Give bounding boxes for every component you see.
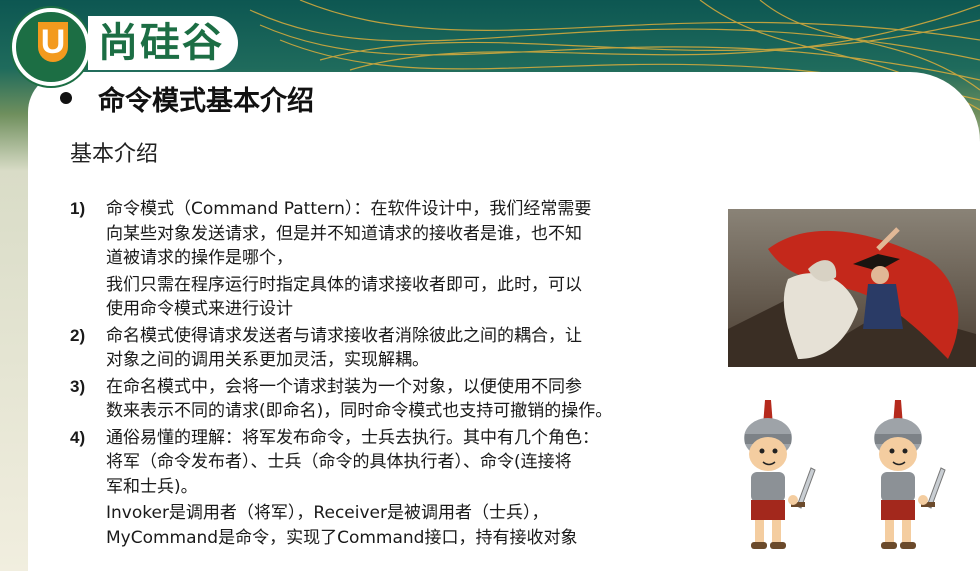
slide-title: 命令模式基本介绍 (98, 85, 314, 117)
item-line: MyCommand是命令，实现了Command接口，持有接收对象 (106, 527, 578, 548)
item-line: 我们只需在程序运行时指定具体的请求接收者即可，此时，可以 (106, 274, 582, 295)
item-number: 3) (70, 376, 86, 396)
brand-name: 尚硅谷 (88, 16, 238, 70)
item-line: 向某些对象发送请求，但是并不知道请求的接收者是谁，也不知 (106, 223, 582, 244)
item-line: 使用命令模式来进行设计 (106, 299, 293, 319)
item-line: 对象之间的调用关系更加灵活，实现解耦。 (106, 350, 429, 370)
item-line: 在命名模式中，会将一个请求封装为一个对象，以便使用不同参 (106, 376, 582, 397)
item-line: 命令模式（Command Pattern）：在软件设计中，我们经常需要 (106, 199, 592, 219)
section-subtitle: 基本介绍 (70, 142, 159, 167)
title-row: 命令模式基本介绍 (60, 78, 314, 118)
roman-soldier-image-right (874, 400, 946, 549)
list-item: 3) 在命名模式中，会将一个请求封装为一个对象，以便使用不同参 数来表示不同的请… (70, 375, 730, 424)
item-number: 1) (70, 199, 86, 218)
list-item: 4) 通俗易懂的理解：将军发布命令，士兵去执行。其中有几个角色： 将军（命令发布… (70, 426, 730, 551)
logo-badge: U (12, 8, 90, 86)
bullet-dot (60, 92, 72, 104)
napoleon-painting-image (728, 209, 976, 367)
item-line: 通俗易懂的理解：将军发布命令，士兵去执行。其中有几个角色： (106, 427, 599, 448)
item-line: 数来表示不同的请求(即命名)，同时命令模式也支持可撤销的操作。 (106, 401, 613, 421)
logo-letter: U (38, 22, 68, 62)
item-number: 2) (70, 325, 86, 345)
item-line: Invoker是调用者（将军），Receiver是被调用者（士兵）， (106, 503, 549, 523)
list-item: 2) 命名模式使得请求发送者与请求接收者消除彼此之间的耦合，让 对象之间的调用关… (70, 324, 730, 373)
item-number: 4) (70, 427, 86, 447)
item-line: 军和士兵)。 (106, 476, 198, 497)
brand-logo: U 尚硅谷 (4, 4, 262, 86)
intro-list: 1) 命令模式（Command Pattern）：在软件设计中，我们经常需要 向… (70, 197, 730, 552)
list-item: 1) 命令模式（Command Pattern）：在软件设计中，我们经常需要 向… (70, 197, 730, 322)
item-line: 道被请求的操作是哪个， (106, 248, 293, 268)
item-line: 命名模式使得请求发送者与请求接收者消除彼此之间的耦合，让 (106, 325, 582, 346)
roman-soldier-image-left (744, 400, 816, 549)
item-line: 将军（命令发布者）、士兵（命令的具体执行者）、命令(连接将 (106, 452, 572, 472)
